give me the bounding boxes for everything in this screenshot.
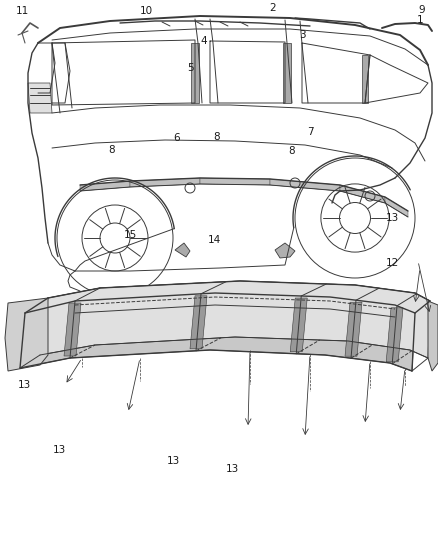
Polygon shape [340,185,385,203]
Polygon shape [290,298,307,352]
Text: 8: 8 [289,146,295,156]
Text: 7: 7 [307,127,313,137]
Text: 6: 6 [174,133,180,143]
Polygon shape [386,308,403,362]
Text: 8: 8 [109,145,115,155]
Polygon shape [130,178,200,187]
Polygon shape [200,178,270,185]
Text: 11: 11 [15,6,28,16]
Text: 12: 12 [385,258,399,268]
Text: 4: 4 [201,36,207,46]
Polygon shape [362,55,368,103]
Text: 5: 5 [187,63,193,73]
Polygon shape [25,281,430,313]
Polygon shape [80,181,130,191]
Text: 13: 13 [166,456,180,466]
Polygon shape [5,298,48,371]
Polygon shape [270,179,340,191]
Text: 8: 8 [214,132,220,142]
Polygon shape [191,43,199,103]
Text: 13: 13 [385,213,399,223]
Polygon shape [64,303,81,356]
Text: 2: 2 [270,3,276,13]
Text: 13: 13 [53,445,66,455]
Text: 1: 1 [417,15,423,25]
Polygon shape [345,302,362,356]
Text: 9: 9 [419,5,425,15]
Polygon shape [283,43,291,103]
Polygon shape [28,83,52,113]
Polygon shape [40,281,430,358]
Polygon shape [20,293,415,371]
Polygon shape [275,243,295,258]
Text: 13: 13 [226,464,239,474]
Text: 3: 3 [299,30,305,40]
Text: 15: 15 [124,230,137,240]
Text: 13: 13 [18,380,31,390]
Polygon shape [428,301,438,371]
Polygon shape [190,296,207,349]
Polygon shape [385,197,408,217]
Polygon shape [175,243,190,257]
Text: 10: 10 [139,6,152,16]
Text: 14: 14 [207,235,221,245]
